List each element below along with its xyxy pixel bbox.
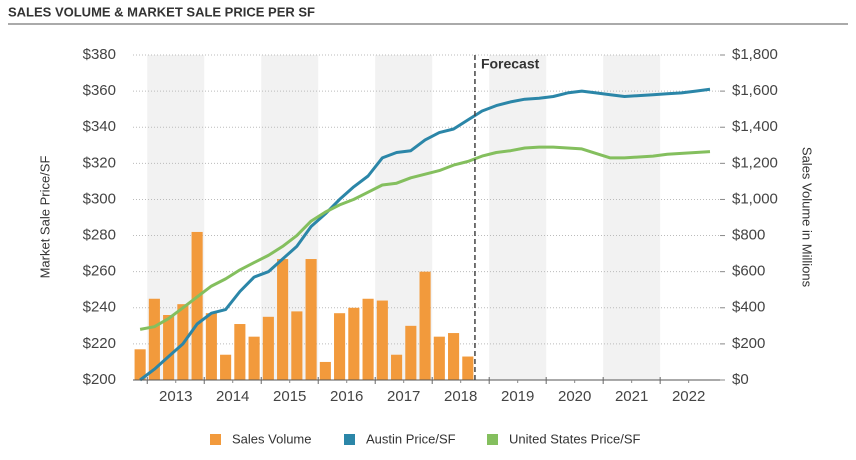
bar — [348, 307, 360, 380]
y-tick-label: $200 — [83, 371, 116, 388]
bar — [433, 336, 445, 380]
legend-swatch — [210, 434, 221, 445]
bar — [362, 298, 374, 380]
bar — [148, 298, 160, 380]
legend-label: United States Price/SF — [509, 431, 641, 446]
bar — [291, 311, 303, 380]
bar — [334, 313, 346, 380]
legend-swatch — [487, 434, 498, 445]
bar — [220, 354, 232, 380]
bar — [405, 325, 417, 380]
bar — [376, 300, 388, 380]
bar — [262, 316, 274, 380]
x-tick-label: 2015 — [273, 388, 306, 405]
y2-tick-label: $0 — [732, 371, 749, 388]
plot-area — [134, 87, 711, 382]
y2-tick-label: $1,600 — [732, 82, 778, 99]
y2-tick-label: $1,000 — [732, 190, 778, 207]
bar — [448, 333, 460, 380]
x-tick-label: 2018 — [444, 388, 477, 405]
y2-tick-label: $200 — [732, 335, 765, 352]
x-tick-label: 2014 — [216, 388, 249, 405]
bar — [234, 324, 246, 380]
bar — [462, 356, 474, 380]
y-tick-label: $220 — [83, 335, 116, 352]
bar — [163, 315, 175, 380]
y2-tick-label: $1,800 — [732, 46, 778, 63]
bar — [391, 354, 403, 380]
x-tick-label: 2016 — [330, 388, 363, 405]
year-band — [489, 55, 547, 380]
y2-tick-label: $400 — [732, 299, 765, 316]
line — [139, 87, 711, 382]
legend-swatch — [344, 434, 355, 445]
bar — [248, 336, 260, 380]
bar — [134, 349, 146, 380]
y-tick-label: $320 — [83, 154, 116, 171]
x-tick-label: 2013 — [159, 388, 192, 405]
y-axis-label: Market Sale Price/SF — [37, 156, 52, 279]
line — [139, 145, 711, 331]
chart-title: SALES VOLUME & MARKET SALE PRICE PER SF — [8, 4, 315, 19]
bar — [205, 313, 217, 380]
year-band — [603, 55, 661, 380]
y-tick-label: $280 — [83, 227, 116, 244]
forecast-label: Forecast — [481, 56, 540, 72]
y-tick-label: $240 — [83, 299, 116, 316]
x-tick-label: 2020 — [558, 388, 591, 405]
y2-tick-label: $800 — [732, 227, 765, 244]
y-tick-label: $360 — [83, 82, 116, 99]
legend-label: Sales Volume — [232, 431, 312, 446]
y2-tick-label: $1,200 — [732, 154, 778, 171]
y2-tick-label: $600 — [732, 263, 765, 280]
y-tick-label: $260 — [83, 263, 116, 280]
y2-axis-label: Sales Volume in Millions — [800, 147, 815, 288]
y-tick-label: $340 — [83, 118, 116, 135]
y-tick-label: $300 — [83, 190, 116, 207]
x-tick-label: 2019 — [501, 388, 534, 405]
legend-label: Austin Price/SF — [366, 431, 456, 446]
bar — [191, 231, 203, 380]
bar — [277, 259, 289, 380]
year-bands — [133, 54, 720, 381]
x-tick-label: 2021 — [615, 388, 648, 405]
x-tick-label: 2022 — [672, 388, 705, 405]
bar — [305, 259, 317, 380]
bar — [319, 361, 331, 380]
y-tick-label: $380 — [83, 46, 116, 63]
y2-tick-label: $1,400 — [732, 118, 778, 135]
x-tick-label: 2017 — [387, 388, 420, 405]
bar — [419, 271, 431, 380]
